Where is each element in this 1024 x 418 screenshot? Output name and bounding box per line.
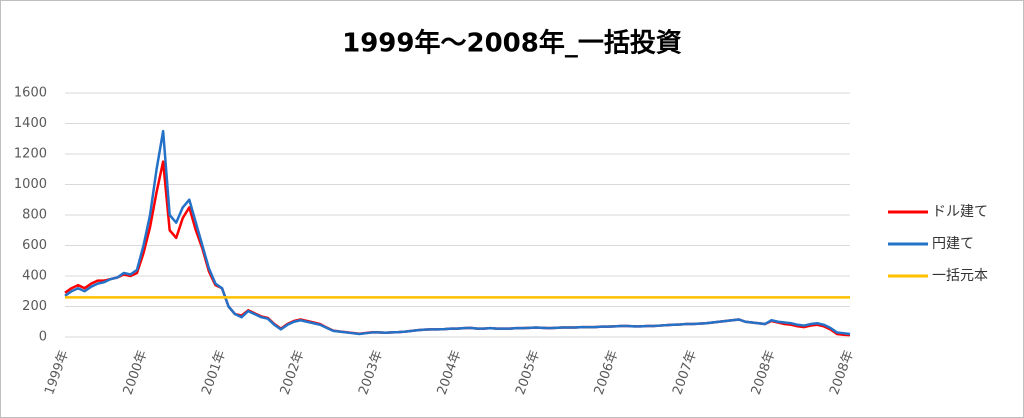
y-tick-label: 1600	[14, 86, 47, 101]
y-tick-label: 400	[22, 269, 47, 284]
y-tick-label: 1400	[14, 116, 47, 131]
chart-title: 1999年～2008年_一括投資	[342, 28, 682, 59]
series-line	[64, 129, 851, 336]
y-tick-label: 600	[22, 238, 47, 253]
y-tick-label: 1000	[14, 177, 47, 192]
legend-label: 円建て	[932, 236, 974, 252]
y-tick-label: 200	[22, 299, 47, 314]
y-tick-label: 800	[22, 208, 47, 223]
y-tick-label: 0	[39, 330, 47, 345]
y-tick-label: 1200	[14, 147, 47, 162]
legend-label: ドル建て	[932, 204, 988, 220]
legend-label: 一括元本	[932, 268, 988, 284]
